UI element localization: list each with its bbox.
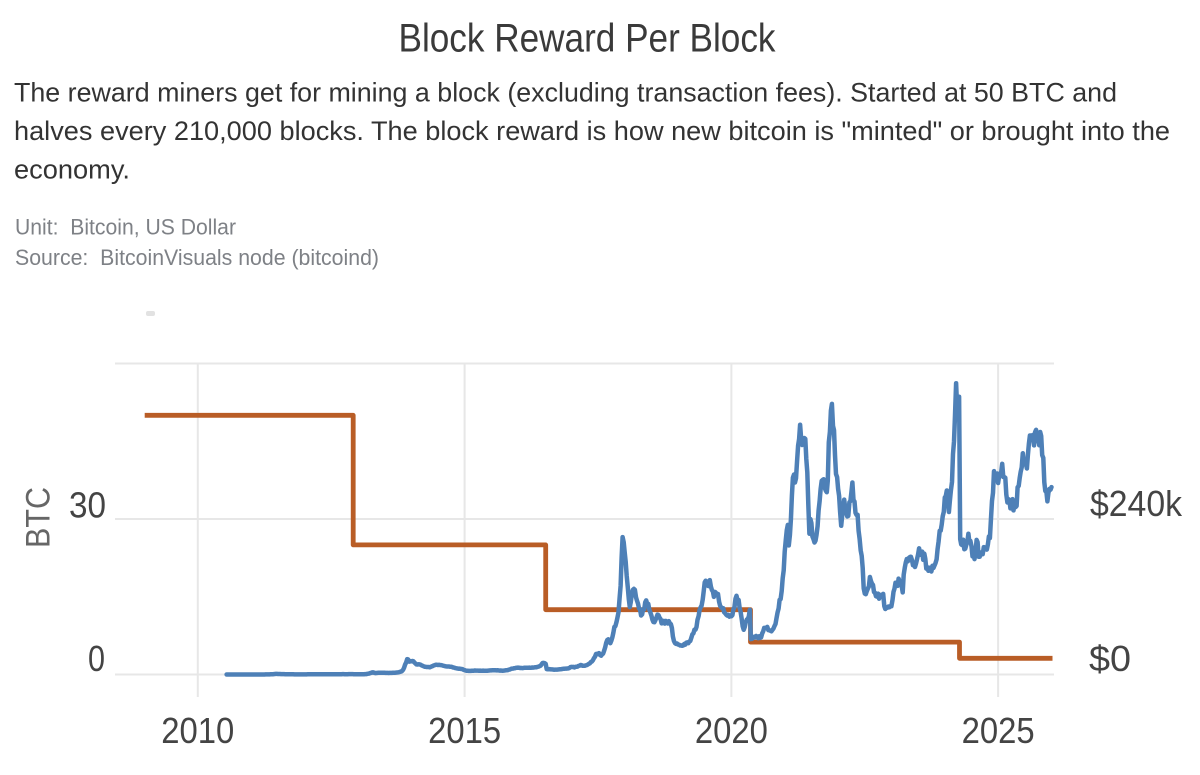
svg-text:$240k: $240k <box>1090 483 1183 524</box>
svg-text:2015: 2015 <box>428 710 501 751</box>
svg-text:economy.: economy. <box>14 154 130 184</box>
svg-text:BTC: BTC <box>19 487 57 548</box>
svg-text:The reward miners get for mini: The reward miners get for mining a block… <box>14 77 1117 107</box>
svg-text:30: 30 <box>69 485 106 526</box>
svg-text:halves every 210,000 blocks. T: halves every 210,000 blocks. The block r… <box>14 116 1170 146</box>
svg-text:2020: 2020 <box>695 710 768 751</box>
svg-text:Block Reward Per Block: Block Reward Per Block <box>399 17 777 61</box>
svg-text:2010: 2010 <box>161 710 234 751</box>
svg-text:Source: BitcoinVisuals node (: Source: BitcoinVisuals node (bitcoind) <box>15 245 379 270</box>
svg-text:0: 0 <box>88 638 105 679</box>
svg-text:$0: $0 <box>1089 638 1131 679</box>
svg-text:Unit: Bitcoin, US Dollar: Unit: Bitcoin, US Dollar <box>15 215 236 240</box>
svg-text:2025: 2025 <box>962 710 1035 751</box>
